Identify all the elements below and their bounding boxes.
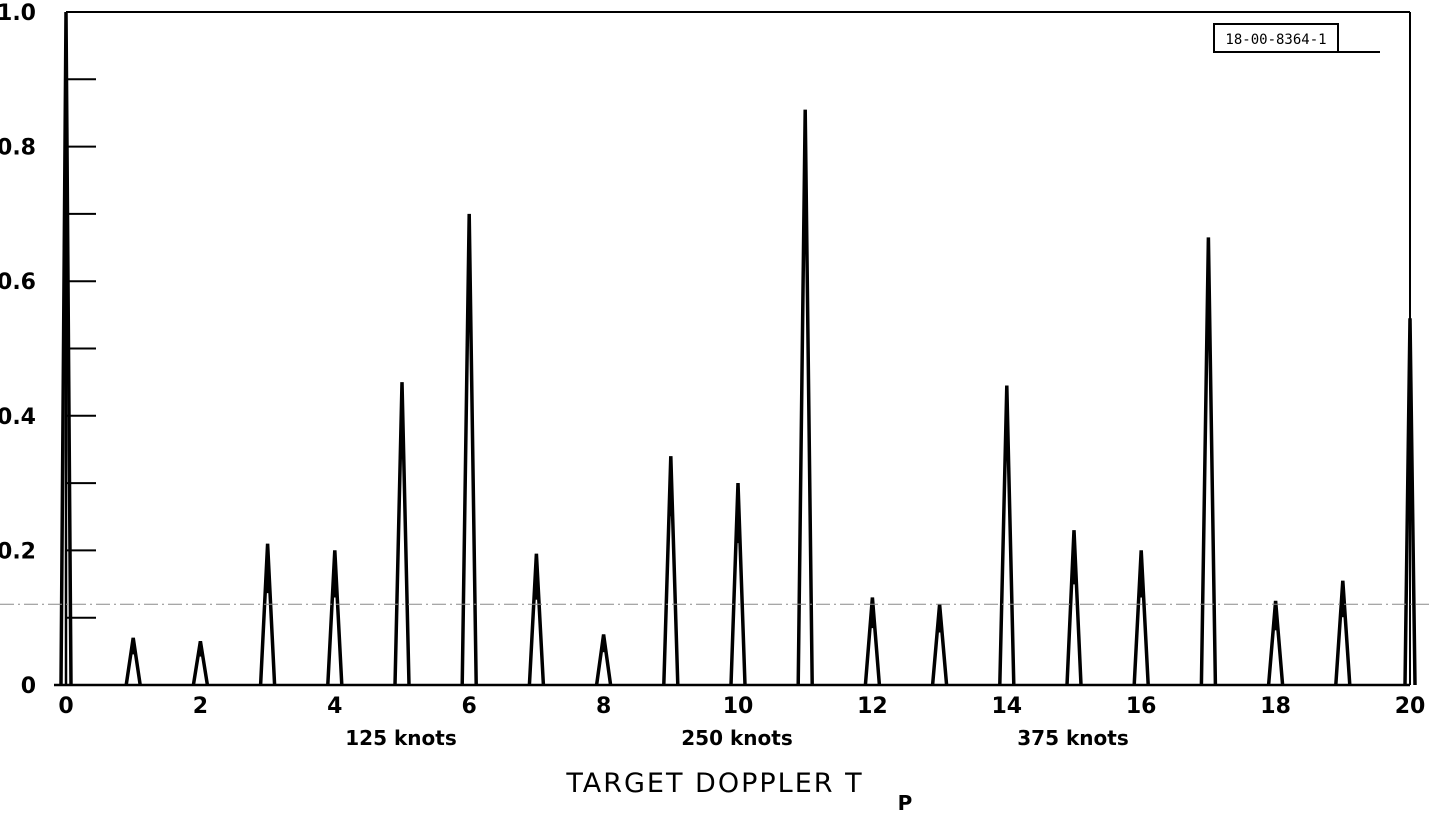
y-tick-label: 0.4 [0,405,36,430]
x-axis-ticks: 0 2 4 6 8 10 12 14 16 18 20 125 knots 250 knots 375 k… [58,694,1425,750]
peak-mark [258,543,277,686]
peak-mark [594,634,613,686]
y-tick-label: 0.2 [0,539,36,564]
peak-mark [59,11,73,686]
peak-mark [1266,600,1285,686]
y-tick-label: 0.6 [0,270,36,295]
peak-mark [796,109,814,686]
x-tick-label: 0 [58,694,73,719]
x-tick-label: 12 [857,694,888,719]
figure-code: 18-00-8364-1 [1225,32,1326,48]
peak-mark [729,483,747,686]
speed-label: 125 knots [345,726,456,750]
peak-mark [1132,550,1150,686]
y-axis-ticks: 0 0.2 0.4 0.6 0.8 1.0 [0,1,96,699]
peak-mark [191,640,210,686]
peak-mark [998,385,1016,686]
y-tick-label: 0.8 [0,136,36,161]
x-tick-label: 14 [991,694,1022,719]
peak-mark [1065,530,1083,686]
x-tick-label: 4 [327,694,342,719]
axis-labels: 18-00-8364-1 TARGET DOPPLER T P [565,23,1380,815]
speed-label: 375 knots [1017,726,1128,750]
x-axis-title-subscript: P [898,791,913,815]
peak-mark [1403,318,1417,686]
x-tick-label: 2 [193,694,208,719]
y-tick-label: 0 [21,674,36,699]
peak-mark [1334,580,1352,686]
y-tick-label: 1.0 [0,1,36,26]
peak-mark [460,213,478,686]
x-tick-label: 18 [1260,694,1291,719]
x-tick-label: 6 [462,694,477,719]
x-tick-label: 20 [1395,694,1426,719]
peak-mark [527,553,546,686]
peak-mark [124,637,142,686]
x-tick-label: 8 [596,694,611,719]
peak-series [59,11,1417,686]
peak-mark [326,550,344,686]
peak-mark [393,382,411,686]
peak-mark [863,597,882,686]
speed-label: 250 knots [681,726,792,750]
peak-mark [1199,237,1218,686]
x-tick-label: 10 [723,694,754,719]
peak-mark [662,456,680,686]
figure-code-box [1213,23,1339,53]
x-axis-title: TARGET DOPPLER T [565,768,863,799]
x-tick-label: 16 [1126,694,1157,719]
